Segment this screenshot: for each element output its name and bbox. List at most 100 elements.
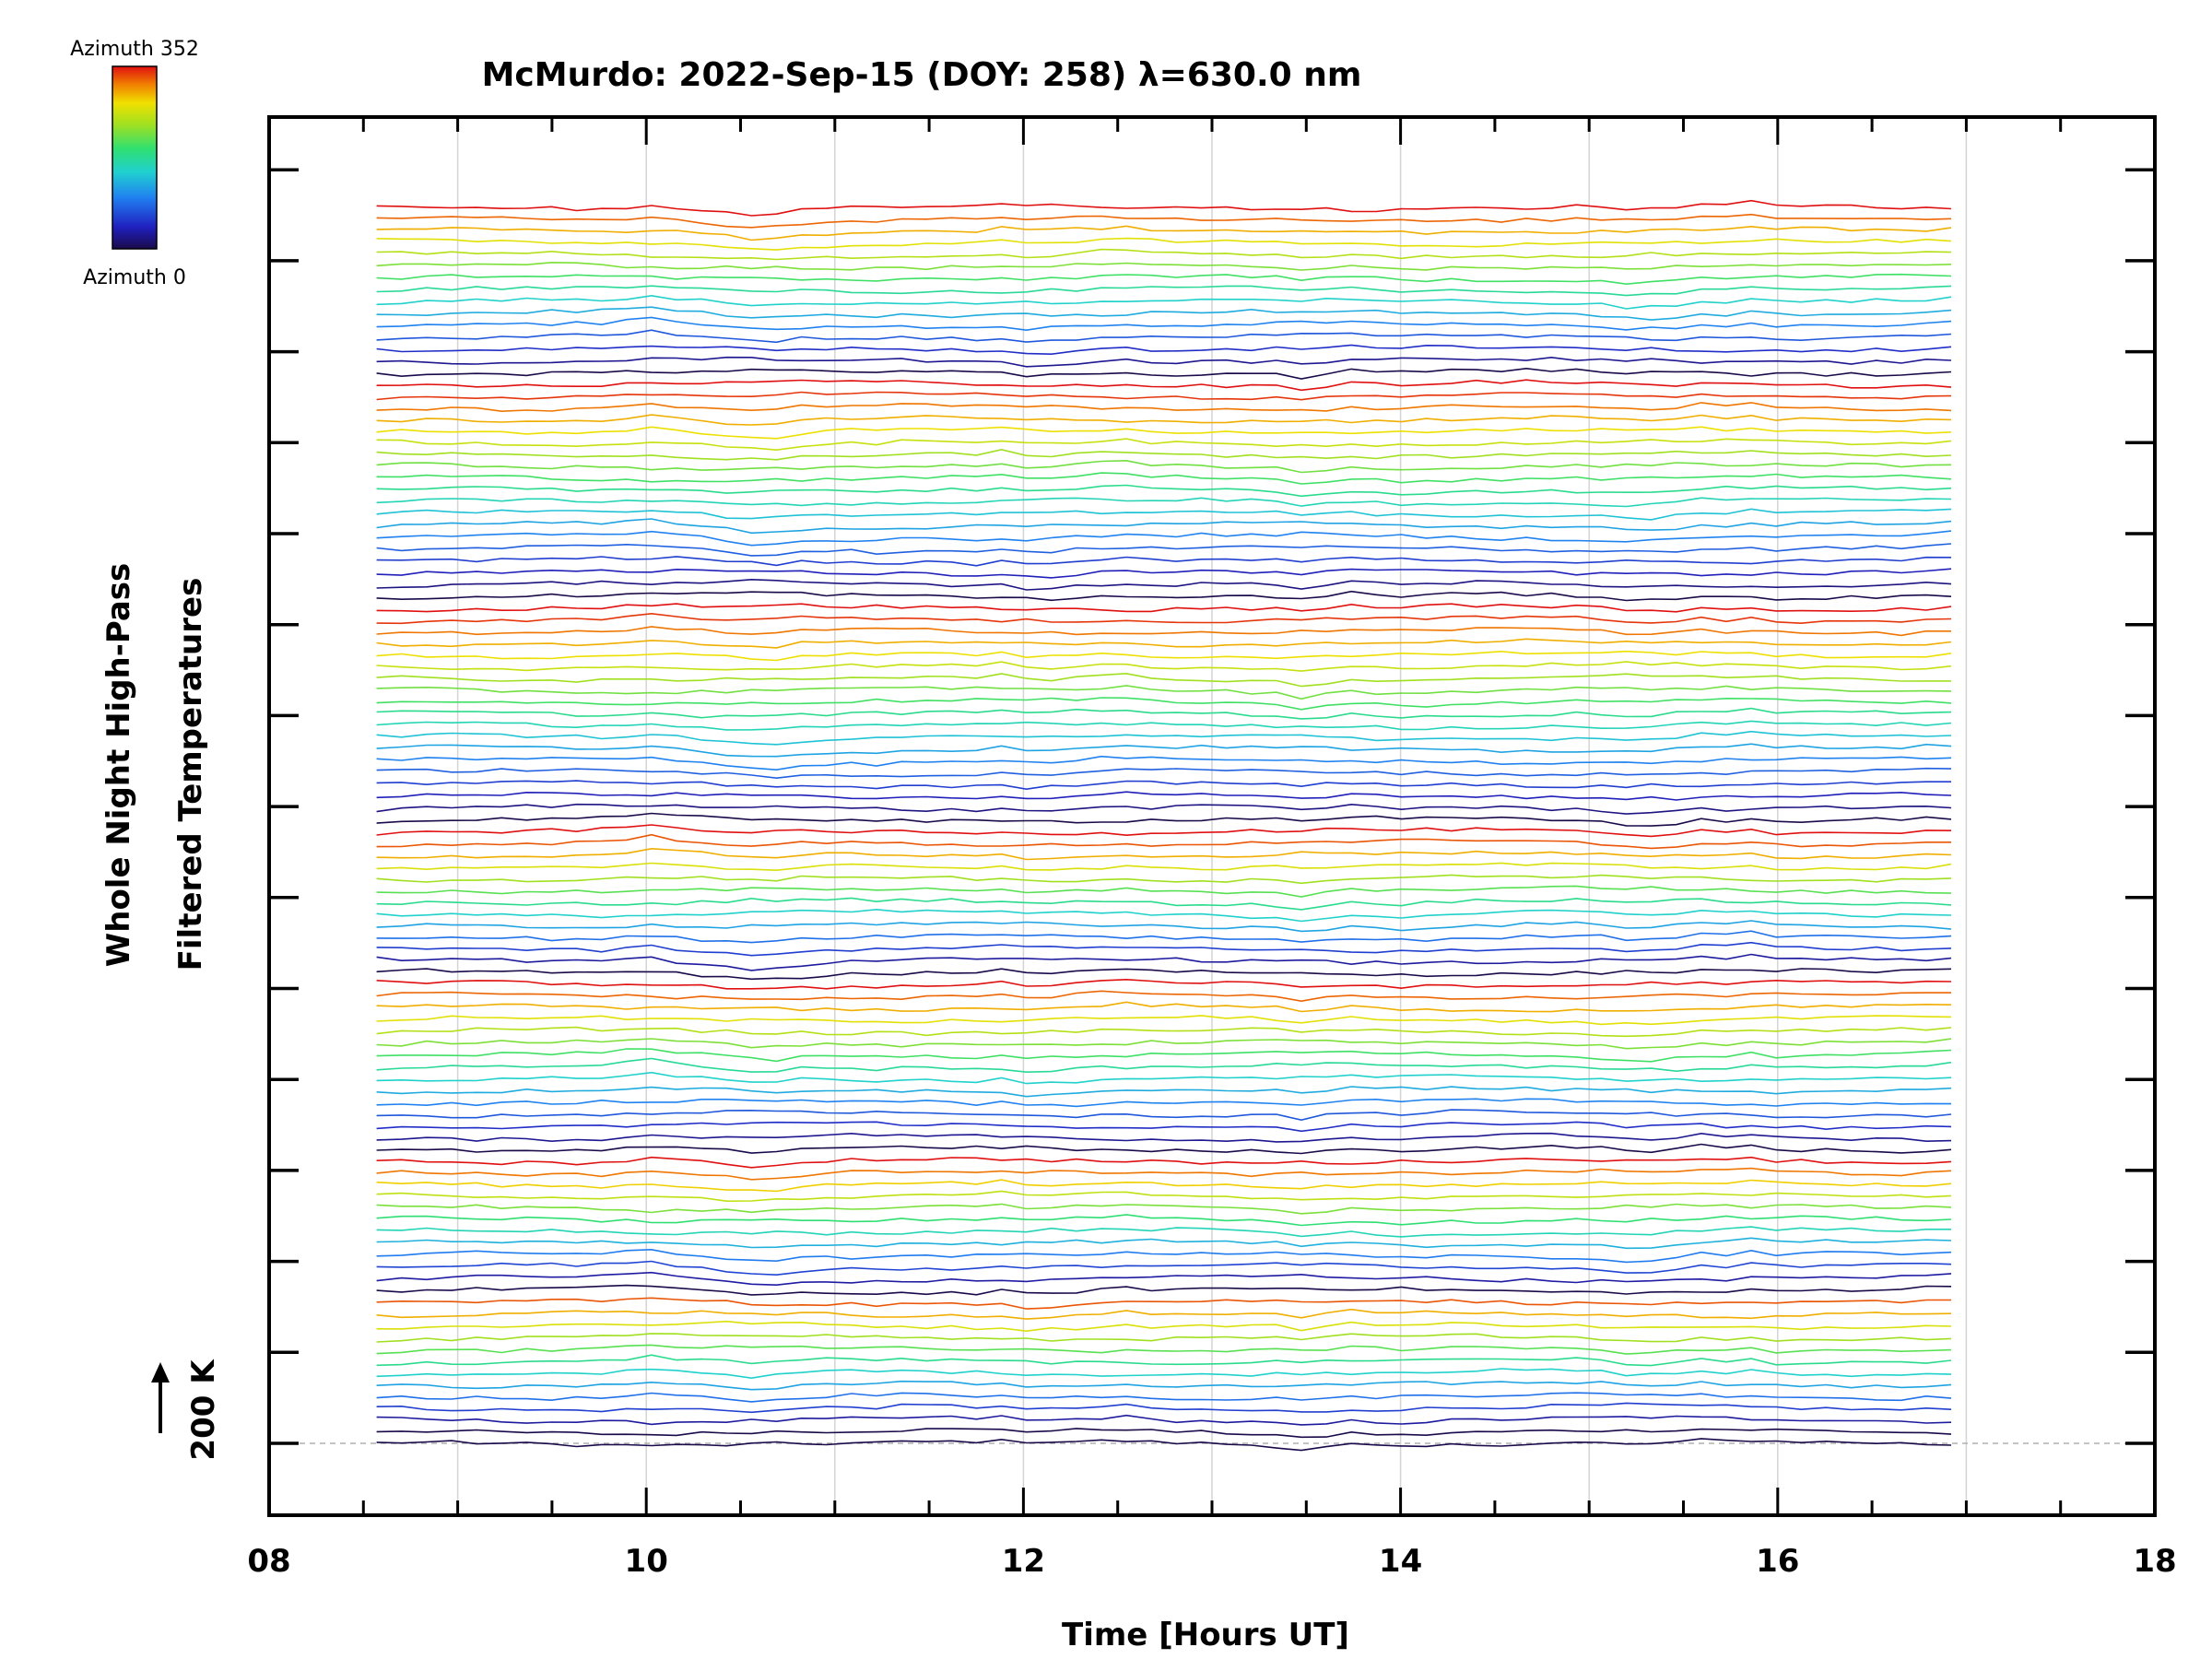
series-line: [376, 897, 1952, 911]
series-line: [376, 248, 1952, 261]
series-line: [376, 590, 1952, 602]
series-line: [376, 1026, 1952, 1038]
series-line: [376, 885, 1952, 898]
series-line: [376, 1333, 1952, 1343]
series-line: [376, 697, 1952, 711]
series-line: [376, 1392, 1952, 1403]
axes-layer: 08 10 12 14 16 18: [247, 115, 2177, 1580]
series-line: [376, 344, 1952, 356]
series-layer: [376, 199, 1952, 1452]
colorbar: [112, 65, 158, 250]
series-line: [376, 730, 1952, 746]
x-axis-label: Time [Hours UT]: [1062, 1617, 1349, 1653]
series-line: [376, 1038, 1952, 1050]
series-line: [376, 1203, 1952, 1215]
series-line: [376, 530, 1952, 547]
series-line: [376, 414, 1952, 426]
series-line: [376, 294, 1952, 310]
series-line: [376, 237, 1952, 251]
y-axis-label-line1: Whole Night High-Pass: [100, 563, 137, 968]
series-line: [376, 803, 1952, 815]
series-line: [376, 1098, 1952, 1108]
series-line: [376, 518, 1952, 535]
series-line: [376, 1320, 1952, 1333]
series-line: [376, 862, 1952, 872]
series-line: [376, 329, 1952, 344]
y-axis-label-line2: Filtered Temperatures: [172, 578, 209, 971]
series-line: [376, 426, 1952, 440]
series-line: [376, 824, 1952, 838]
colorbar-top-label: Azimuth 352: [70, 38, 199, 61]
colorbar-bottom-label: Azimuth 0: [83, 266, 186, 289]
series-line: [376, 306, 1952, 321]
series-line: [376, 1260, 1952, 1277]
scale-bar: 200 K: [151, 1359, 222, 1461]
series-line: [376, 1179, 1952, 1193]
series-line: [376, 672, 1951, 688]
series-line: [376, 273, 1952, 286]
scale-bar-label: 200 K: [185, 1359, 222, 1461]
series-line: [376, 847, 1952, 861]
series-line: [376, 1214, 1952, 1227]
series-line: [376, 556, 1952, 567]
series-line: [376, 1071, 1952, 1085]
series-line: [376, 367, 1952, 380]
series-line: [376, 472, 1952, 485]
x-tick-label: 10: [625, 1543, 668, 1580]
x-tick-label: 16: [1756, 1543, 1799, 1580]
series-line: [376, 908, 1952, 923]
series-line: [376, 1428, 1952, 1439]
series-line: [376, 780, 1951, 791]
series-line: [376, 391, 1952, 401]
series-line: [376, 1438, 1952, 1452]
series-line: [376, 379, 1952, 392]
series-line: [376, 626, 1952, 637]
series-line: [376, 1271, 1952, 1287]
series-line: [376, 543, 1952, 557]
series-line: [376, 755, 1952, 771]
series-line: [376, 316, 1952, 332]
series-line: [376, 1048, 1952, 1063]
series-line: [376, 261, 1952, 271]
series-line: [376, 661, 1952, 672]
series-line: [376, 568, 1952, 579]
series-line: [376, 720, 1952, 731]
series-line: [376, 1284, 1952, 1296]
series-line: [376, 1001, 1952, 1013]
series-line: [376, 1248, 1952, 1264]
series-line: [376, 990, 1951, 1003]
series-line: [376, 833, 1951, 850]
series-line: [376, 213, 1952, 229]
series-line: [376, 968, 1952, 981]
series-line: [376, 1308, 1952, 1320]
series-line: [376, 438, 1952, 452]
series-line: [376, 285, 1952, 297]
series-line: [376, 1132, 1952, 1143]
series-line: [376, 1086, 1952, 1098]
series-line: [376, 402, 1952, 413]
series-line: [376, 874, 1952, 885]
series-line: [376, 1344, 1952, 1355]
series-line: [376, 1354, 1952, 1367]
series-line: [376, 1402, 1952, 1414]
series-line: [376, 1167, 1952, 1181]
series-line: [376, 1156, 1952, 1169]
series-line: [376, 603, 1952, 613]
chart-title: McMurdo: 2022-Sep-15 (DOY: 258) λ=630.0 …: [482, 56, 1362, 94]
series-line: [376, 612, 1952, 625]
series-line: [376, 638, 1952, 649]
series-line: [376, 743, 1952, 758]
series-line: [376, 508, 1952, 521]
series-line: [376, 1109, 1952, 1122]
series-line: [376, 1368, 1952, 1380]
series-line: [376, 1414, 1952, 1426]
series-line: [376, 1190, 1952, 1203]
series-line: [376, 978, 1952, 990]
series-line: [376, 791, 1952, 801]
series-line: [376, 707, 1952, 720]
series-line: [376, 199, 1952, 217]
series-line: [376, 812, 1952, 827]
series-line: [376, 941, 1952, 957]
series-line: [376, 953, 1952, 971]
